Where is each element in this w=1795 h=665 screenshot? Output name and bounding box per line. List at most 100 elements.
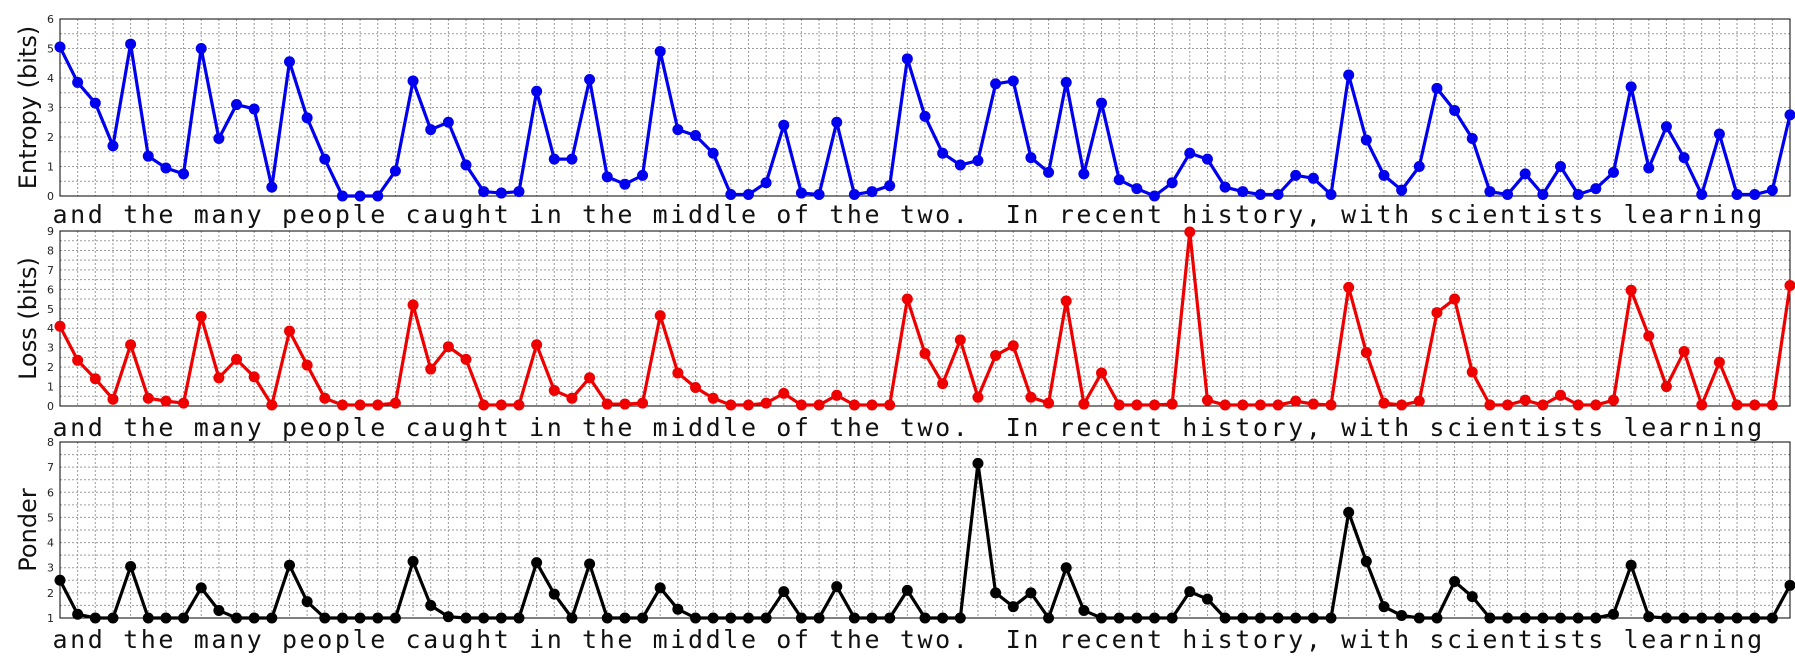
x-char-label: t <box>582 625 597 654</box>
data-point <box>1572 612 1584 624</box>
x-char-label: d <box>688 200 703 229</box>
data-point <box>248 371 260 383</box>
x-char-label: a <box>52 625 67 654</box>
data-point <box>1449 104 1461 116</box>
x-char-label: , <box>1306 413 1321 442</box>
data-point <box>954 159 966 171</box>
data-point <box>619 612 631 624</box>
y-axis-label: Entropy (bits) <box>14 26 42 189</box>
data-point <box>972 457 984 469</box>
x-char-label: d <box>688 413 703 442</box>
data-point <box>1166 177 1178 189</box>
data-point <box>1537 399 1549 411</box>
y-tick-label: 1 <box>47 381 54 394</box>
data-point <box>336 399 348 411</box>
x-char-label: , <box>1306 200 1321 229</box>
y-tick-label: 5 <box>47 43 54 56</box>
data-point <box>725 612 737 624</box>
data-point <box>389 612 401 624</box>
data-point <box>707 612 719 624</box>
x-char-label: d <box>706 200 721 229</box>
data-point <box>1131 399 1143 411</box>
data-point <box>884 612 896 624</box>
x-char-label: e <box>1112 200 1127 229</box>
x-char-label: a <box>1659 625 1674 654</box>
data-point <box>901 53 913 65</box>
data-point <box>1396 609 1408 621</box>
data-point <box>1290 169 1302 181</box>
x-char-label: h <box>1182 200 1197 229</box>
data-point <box>654 582 666 594</box>
data-point <box>1290 612 1302 624</box>
data-point <box>1325 399 1337 411</box>
x-char-label: e <box>865 625 880 654</box>
x-char-label: s <box>1553 413 1568 442</box>
x-char-label: t <box>1376 413 1391 442</box>
data-point <box>1166 398 1178 410</box>
data-point <box>548 384 560 396</box>
data-point <box>1572 399 1584 411</box>
data-point <box>495 612 507 624</box>
x-char-label: n <box>547 625 562 654</box>
x-char-label: t <box>1235 625 1250 654</box>
y-tick-label: 2 <box>47 361 54 374</box>
data-point <box>1148 190 1160 202</box>
data-point <box>72 608 84 620</box>
data-point <box>178 397 190 409</box>
x-char-label: u <box>441 200 456 229</box>
data-point <box>795 187 807 199</box>
data-point <box>195 43 207 54</box>
data-point <box>319 153 331 165</box>
data-point <box>1396 399 1408 411</box>
data-point <box>1184 226 1196 238</box>
data-point <box>1731 612 1743 624</box>
data-point <box>742 612 754 624</box>
x-char-label: n <box>1500 200 1515 229</box>
data-point <box>425 124 437 136</box>
data-point <box>1713 612 1725 624</box>
data-point <box>1749 612 1761 624</box>
x-char-label: o <box>776 413 791 442</box>
x-char-label: c <box>1447 413 1462 442</box>
data-point <box>1466 591 1478 603</box>
x-char-label: h <box>1394 200 1409 229</box>
data-point <box>1360 134 1372 146</box>
data-point <box>1096 97 1108 109</box>
data-point <box>283 325 295 337</box>
data-point <box>1607 394 1619 406</box>
data-point <box>1219 399 1231 411</box>
y-tick-label: 2 <box>47 131 54 144</box>
x-char-label: l <box>723 200 738 229</box>
x-char-label: t <box>494 200 509 229</box>
x-char-label: n <box>1694 413 1709 442</box>
data-point <box>1731 399 1743 411</box>
data-point <box>548 153 560 165</box>
data-point <box>1007 75 1019 87</box>
x-char-label: w <box>917 200 933 229</box>
x-char-label: o <box>776 625 791 654</box>
x-char-label: t <box>900 413 915 442</box>
x-char-label: e <box>158 200 173 229</box>
data-point <box>54 574 66 586</box>
x-char-label: s <box>1429 625 1444 654</box>
x-char-label: e <box>370 200 385 229</box>
data-point <box>336 190 348 202</box>
x-char-label: y <box>247 625 262 654</box>
x-char-label: e <box>741 625 756 654</box>
x-char-label: h <box>600 413 615 442</box>
x-char-label: n <box>1694 200 1709 229</box>
x-char-label: n <box>70 200 85 229</box>
data-point <box>460 353 472 365</box>
data-point <box>89 612 101 624</box>
data-point <box>901 584 913 596</box>
x-char-label: r <box>1059 625 1074 654</box>
x-char-label: t <box>1376 200 1391 229</box>
data-point <box>1201 593 1213 605</box>
x-char-label: t <box>1235 413 1250 442</box>
data-point <box>460 612 472 624</box>
data-point <box>1396 184 1408 196</box>
data-point <box>478 612 490 624</box>
x-char-label: i <box>1465 413 1480 442</box>
data-point <box>1360 555 1372 567</box>
data-point <box>478 399 490 411</box>
